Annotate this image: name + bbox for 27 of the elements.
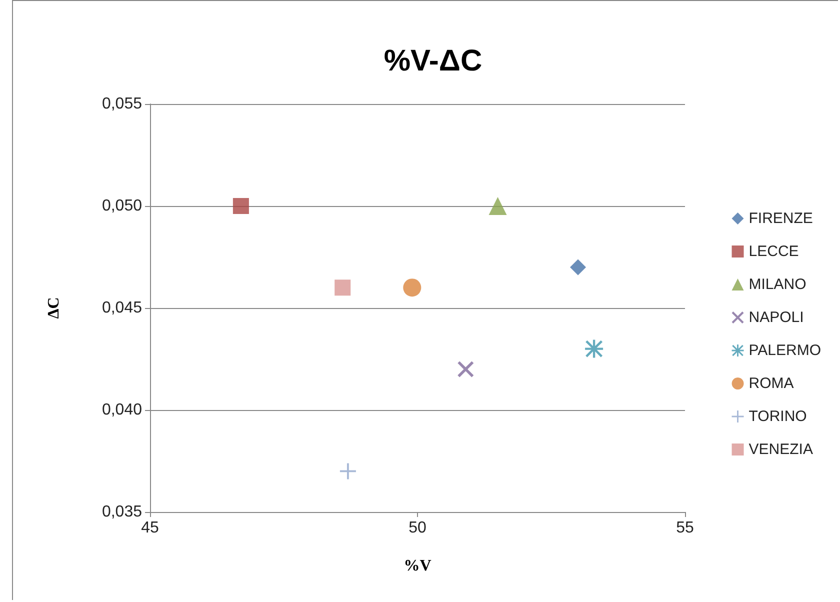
x-tick-label: 50 bbox=[408, 520, 426, 536]
legend-label: FIRENZE bbox=[748, 210, 813, 227]
point bbox=[334, 280, 351, 296]
y-tick-label: 0,045 bbox=[102, 300, 142, 316]
legend-label: ROMA bbox=[748, 375, 794, 392]
point bbox=[570, 259, 586, 276]
legend-label: NAPOLI bbox=[748, 309, 804, 326]
x-axis-title: %V bbox=[404, 558, 432, 574]
legend-label: LECCE bbox=[748, 243, 799, 260]
point bbox=[232, 198, 249, 214]
point bbox=[403, 278, 422, 297]
y-tick-label: 0,035 bbox=[102, 504, 142, 520]
point bbox=[585, 340, 604, 358]
legend-label: MILANO bbox=[748, 276, 806, 293]
point bbox=[340, 463, 356, 480]
point bbox=[488, 197, 507, 215]
x-tick-label: 45 bbox=[141, 520, 159, 536]
y-axis-title: ΔC bbox=[46, 297, 62, 319]
legend-label: VENEZIA bbox=[748, 441, 813, 458]
point bbox=[458, 361, 474, 378]
y-tick-label: 0,055 bbox=[102, 96, 142, 112]
y-tick-label: 0,040 bbox=[102, 402, 142, 418]
legend-label: PALERMO bbox=[748, 342, 822, 359]
x-tick-label: 55 bbox=[676, 520, 694, 536]
legend-label: TORINO bbox=[748, 408, 807, 425]
y-tick-label: 0,050 bbox=[102, 198, 142, 214]
chart-title: %V-ΔC bbox=[384, 44, 482, 78]
